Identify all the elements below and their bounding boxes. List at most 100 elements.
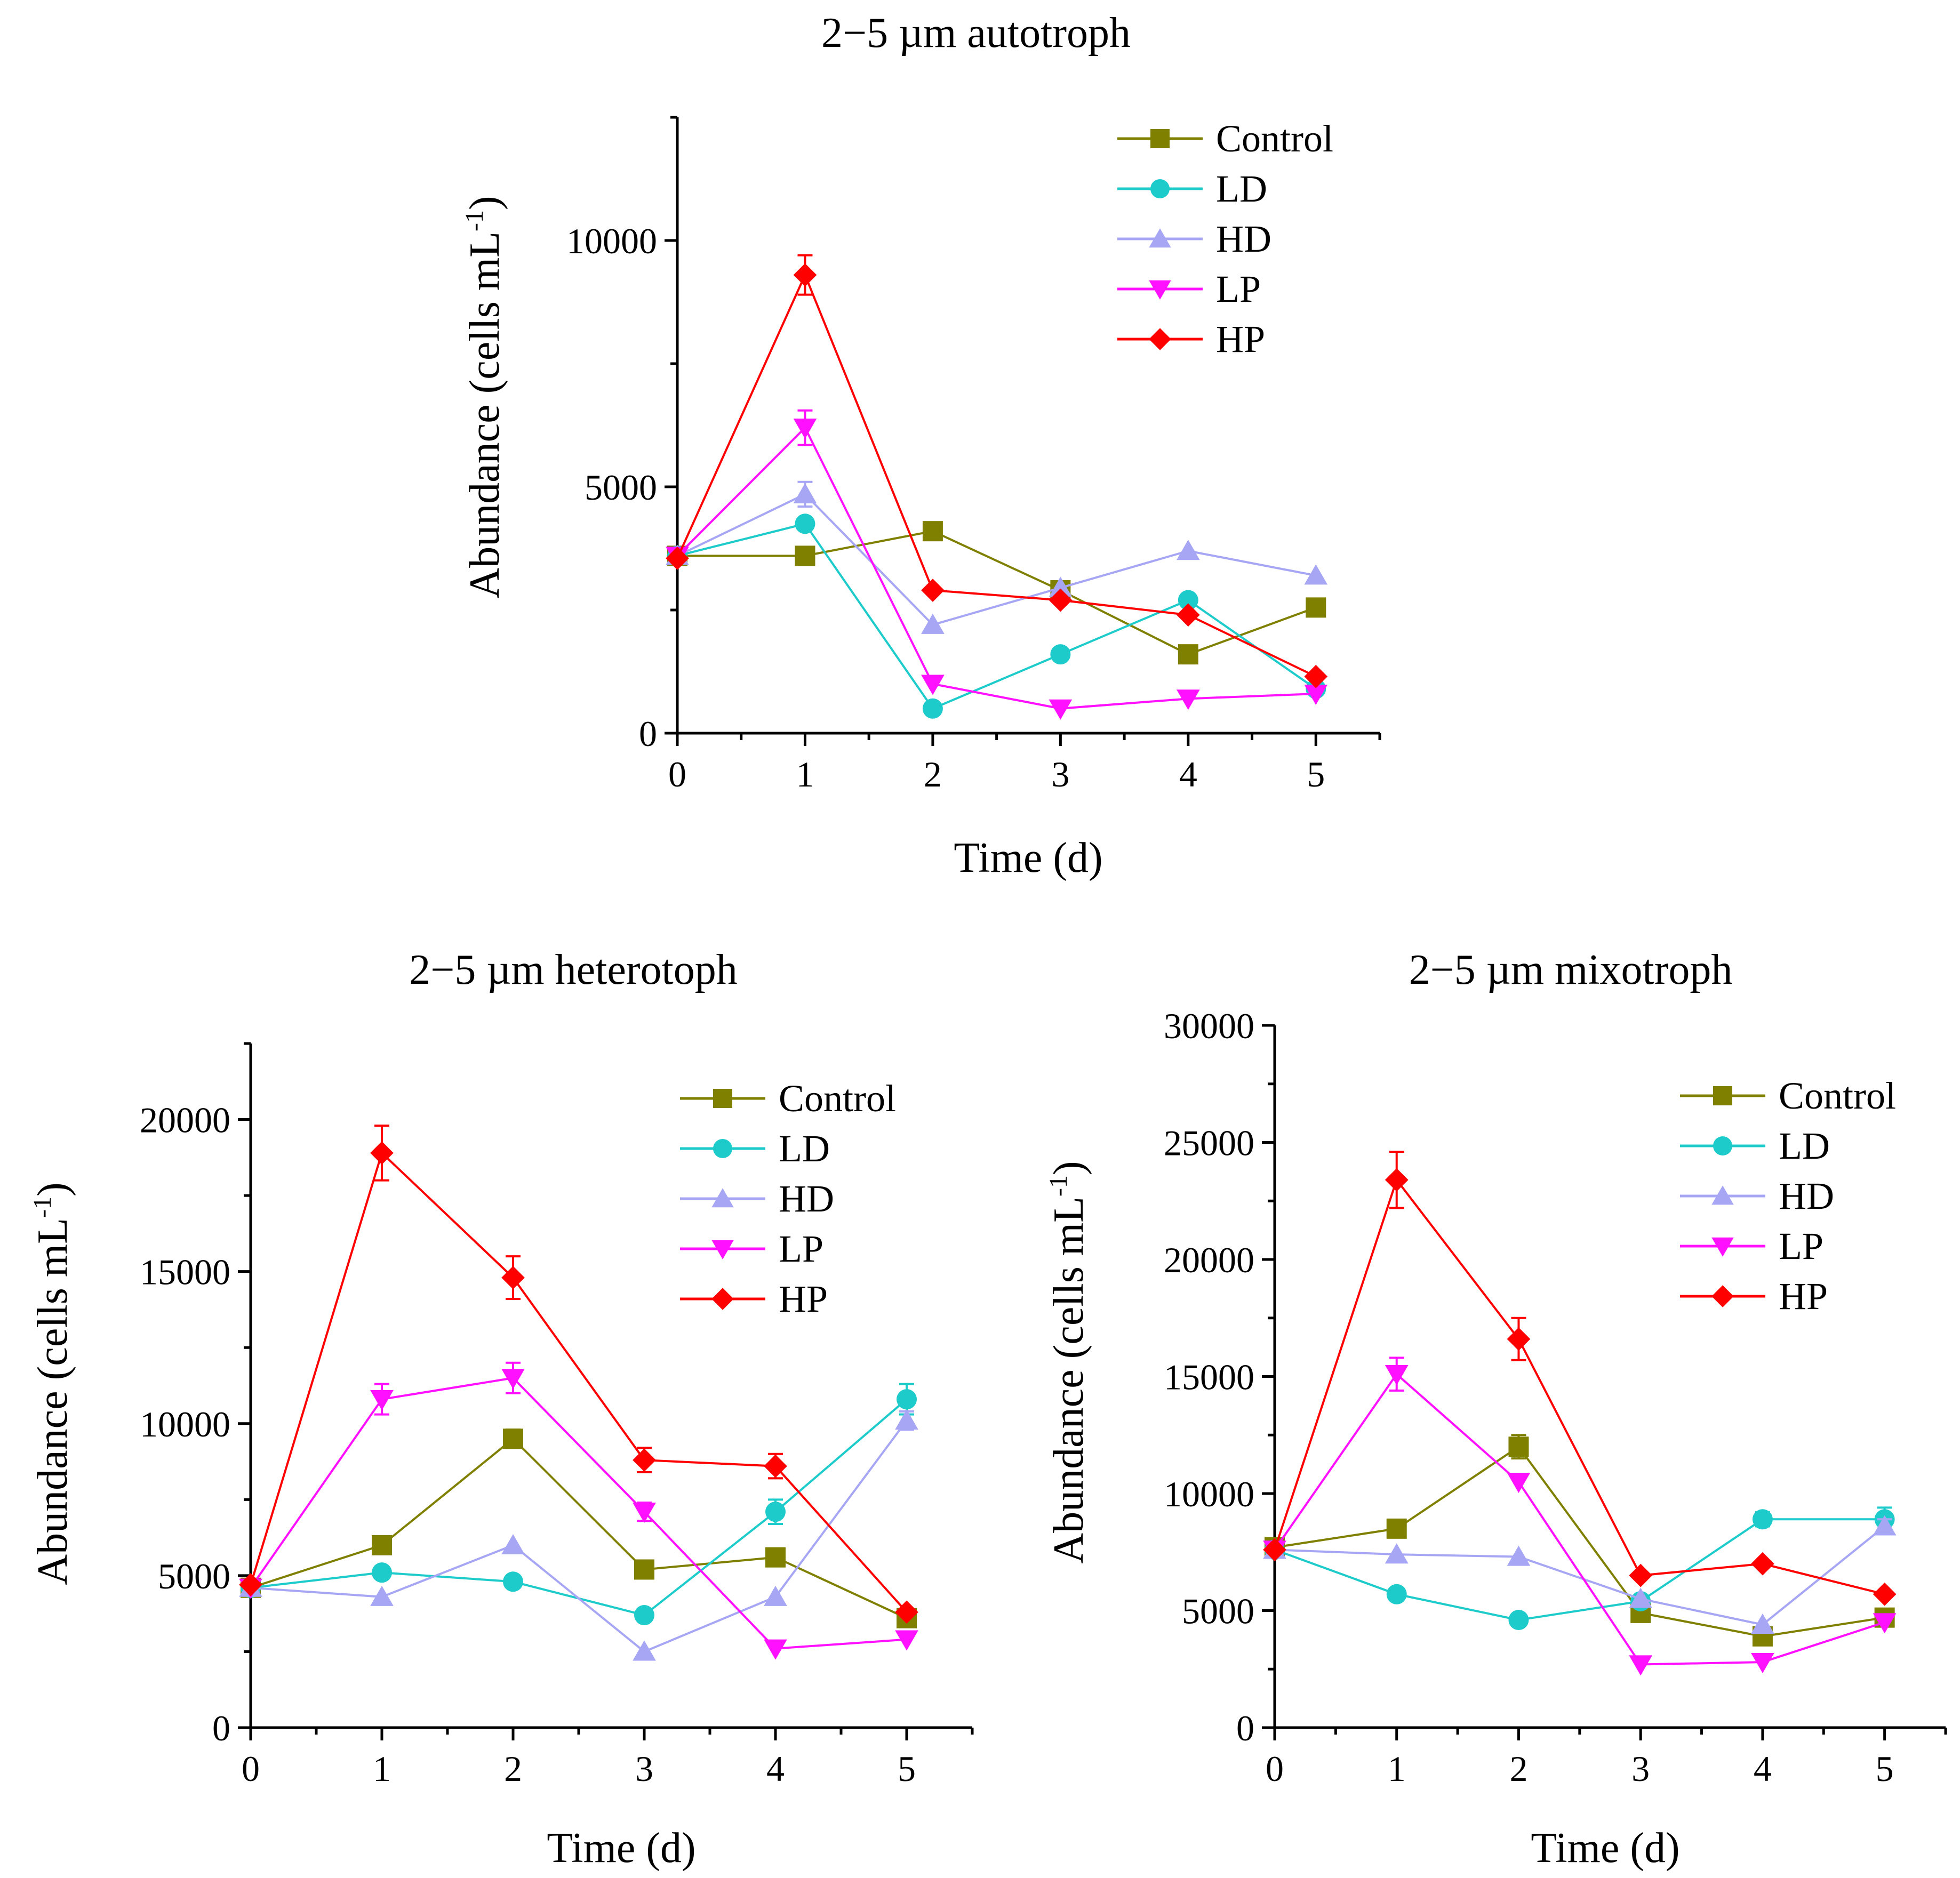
chart-panel-1: 2−5 µm autotroph 0 5000 10000 0 1 2 3 4 5 Time (d)… (460, 10, 1381, 881)
x-tick-label: 3 (635, 1748, 653, 1789)
data-point (922, 698, 943, 719)
data-point (1050, 644, 1071, 665)
data-point (1385, 1543, 1409, 1564)
legend-label: Control (1779, 1074, 1896, 1117)
y-tick-label: 20000 (1164, 1240, 1254, 1280)
legend-item-control: Control (1680, 1074, 1896, 1117)
data-point (921, 613, 945, 634)
y-axis-label-main: Abundance (cells mL (1045, 1197, 1092, 1564)
data-point (1507, 1327, 1531, 1351)
data-point (1263, 1538, 1286, 1562)
legend-marker (711, 1240, 734, 1259)
legend-item-hp: HP (680, 1278, 828, 1320)
data-point (1508, 1610, 1529, 1631)
legend-marker (1149, 228, 1171, 248)
y-tick-label: 10000 (566, 221, 657, 261)
legend-item-hd: HD (1117, 218, 1271, 260)
legend-marker (713, 1139, 732, 1158)
series-control (1265, 1434, 1895, 1647)
chart-title: 2−5 µm autotroph (821, 10, 1131, 57)
legend-label: LD (1216, 167, 1267, 210)
data-point (1176, 689, 1200, 710)
series-line (250, 1377, 907, 1650)
x-axis-label: Time (d) (1531, 1825, 1679, 1872)
data-point (1507, 1545, 1531, 1566)
x-tick-label: 1 (1388, 1748, 1406, 1789)
y-tick-label: 0 (212, 1708, 230, 1748)
y-axis-label-close: ) (29, 1182, 76, 1197)
data-point (634, 1605, 654, 1626)
legend-marker (713, 1089, 732, 1108)
legend-item-hd: HD (1680, 1175, 1834, 1217)
x-tick-label: 0 (668, 754, 686, 794)
y-tick-label: 10000 (1164, 1474, 1254, 1514)
data-point (666, 547, 689, 570)
x-tick-label: 3 (1631, 1748, 1650, 1789)
series-line (677, 523, 1317, 710)
legend-marker (1150, 179, 1170, 198)
legend-marker (1149, 280, 1171, 300)
y-axis-label: Abundance (cells mL-1) (28, 1182, 76, 1585)
data-point (793, 483, 817, 503)
legend-label: HD (1779, 1175, 1834, 1217)
data-point (765, 1502, 786, 1522)
series-line (1274, 1445, 1885, 1638)
x-tick-label: 2 (504, 1748, 522, 1789)
series-control (667, 521, 1326, 665)
legend-label: LP (779, 1227, 823, 1270)
y-tick-label: 0 (639, 713, 657, 754)
series-line (250, 1437, 907, 1619)
data-point (922, 521, 943, 542)
y-axis-label-superscript: -1 (460, 210, 489, 231)
data-point (1873, 1582, 1897, 1606)
series-lp (1263, 1357, 1897, 1676)
legend-label: HP (779, 1278, 828, 1320)
data-point (1304, 664, 1328, 688)
data-point (501, 1369, 525, 1390)
series-line (1274, 1177, 1885, 1595)
data-point (895, 1409, 918, 1430)
legend-item-control: Control (680, 1077, 896, 1120)
series-lp (666, 409, 1328, 720)
data-point (503, 1571, 523, 1592)
y-axis-label-close: ) (461, 196, 508, 210)
series-line (676, 426, 1316, 710)
data-point (633, 1503, 656, 1523)
data-point (765, 1547, 786, 1568)
legend-label: LP (1779, 1225, 1823, 1267)
data-point (793, 419, 817, 439)
legend-marker (1149, 328, 1171, 350)
data-point (503, 1428, 523, 1449)
series-hp (666, 254, 1328, 688)
data-point (795, 545, 815, 566)
data-point (1629, 1655, 1653, 1676)
legend-label: HD (1216, 218, 1271, 260)
data-point (1508, 1436, 1529, 1457)
series-line (1274, 1525, 1885, 1626)
series-line (250, 1419, 908, 1653)
legend-marker (1713, 1136, 1732, 1155)
series-lp (239, 1361, 918, 1660)
y-axis-label-superscript: -1 (1044, 1175, 1073, 1197)
data-point (764, 1639, 787, 1660)
legend-label: LD (779, 1127, 830, 1170)
data-point (239, 1573, 262, 1596)
data-point (764, 1454, 787, 1478)
data-point (1176, 540, 1200, 560)
data-point (370, 1585, 394, 1606)
y-tick-label: 25000 (1164, 1123, 1254, 1163)
data-point (895, 1600, 918, 1624)
legend-item-lp: LP (1680, 1225, 1823, 1267)
data-point (1178, 644, 1198, 665)
data-point (1873, 1613, 1897, 1634)
data-point (370, 1390, 394, 1411)
data-point (1629, 1563, 1653, 1587)
legend-item-lp: LP (680, 1227, 823, 1270)
data-point (895, 1630, 918, 1651)
data-point (1385, 1168, 1409, 1192)
data-point (1507, 1472, 1531, 1493)
chart-panel-2: 2−5 µm heterotoph 0 5000 10000 15000 20000 0 1 2… (28, 946, 974, 1872)
legend-marker (1150, 129, 1170, 148)
series-ld (1265, 1506, 1895, 1631)
y-axis-label-main: Abundance (cells mL (29, 1218, 76, 1585)
